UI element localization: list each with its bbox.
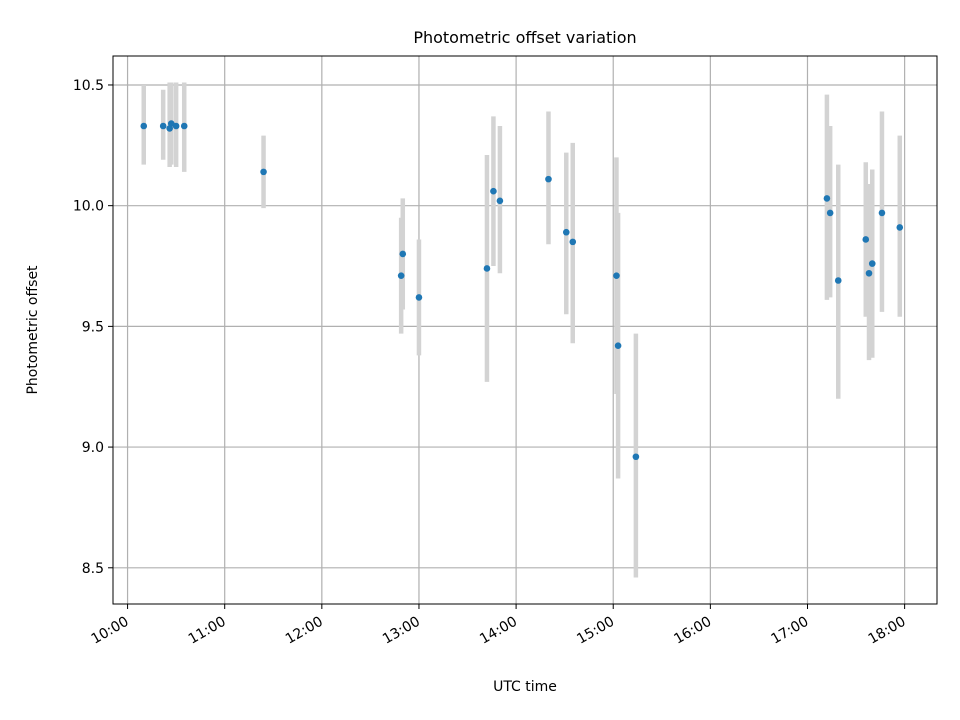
data-point [399, 250, 407, 258]
data-point [397, 272, 405, 279]
plot-frame [112, 55, 938, 605]
y-tick-label: 10.0 [73, 199, 104, 215]
y-tick-label: 8.5 [82, 561, 104, 577]
y-tick-label: 9.0 [82, 440, 104, 456]
data-point [569, 238, 577, 246]
data-point [496, 197, 504, 205]
data-point [823, 195, 831, 202]
data-point [865, 269, 873, 277]
data-point [180, 122, 188, 130]
data-point [614, 342, 622, 349]
y-tick-label: 9.5 [82, 319, 104, 335]
data-point [868, 260, 876, 267]
data-point [878, 209, 886, 217]
data-point [896, 224, 904, 231]
data-point [172, 122, 180, 130]
data-point [834, 277, 842, 284]
chart-title: Photometric offset variation [413, 28, 636, 47]
data-point [490, 187, 497, 195]
data-point [562, 228, 570, 236]
data-point [415, 294, 423, 301]
y-tick-label: 10.5 [73, 78, 104, 94]
data-point [545, 175, 552, 183]
data-point [862, 236, 870, 243]
data-point [260, 168, 267, 176]
data-point [826, 209, 834, 217]
y-axis-label: Photometric offset [25, 265, 41, 395]
grid-layer [113, 56, 937, 604]
x-axis-label: UTC time [493, 679, 557, 695]
point-layer [140, 120, 904, 461]
data-point [140, 122, 148, 130]
data-point [483, 265, 491, 272]
data-point [632, 453, 640, 461]
data-point [159, 122, 167, 130]
data-point [613, 272, 620, 279]
